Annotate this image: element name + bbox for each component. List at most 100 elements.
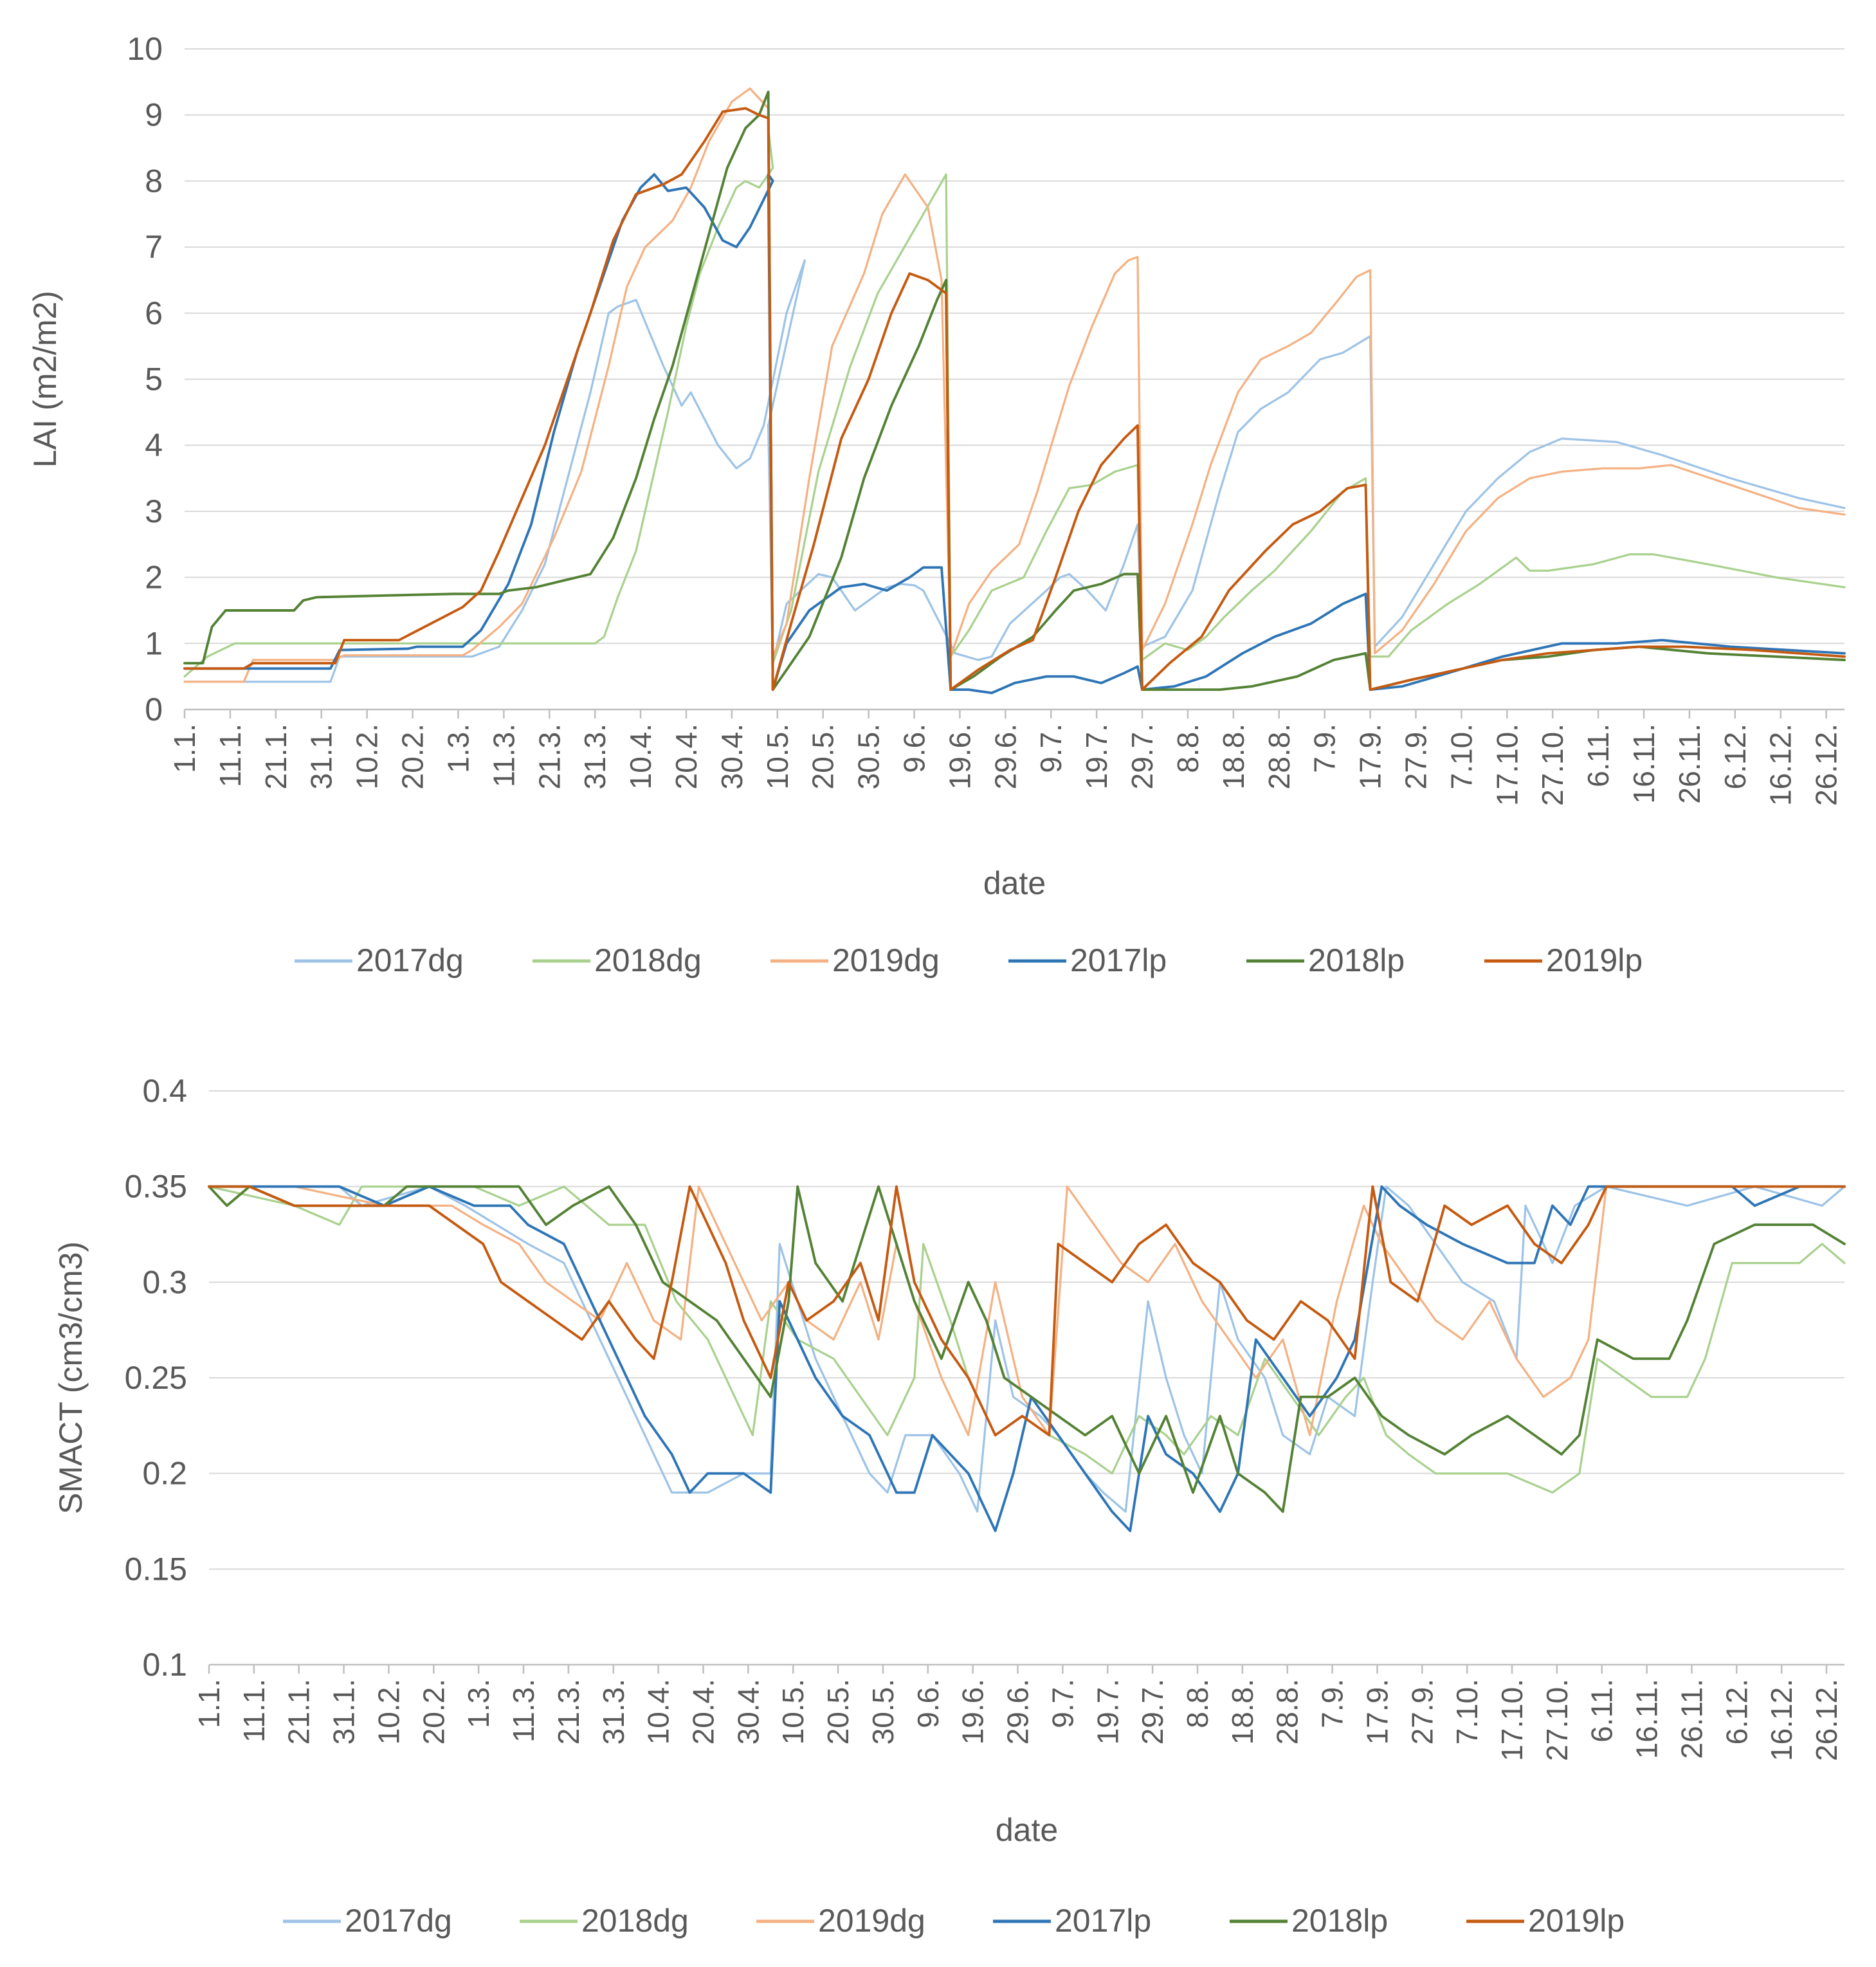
x-tick-label: 16.11.	[1630, 1679, 1664, 1759]
x-tick-label: 16.12.	[1765, 1679, 1798, 1761]
x-tick-label: 9.6.	[911, 1679, 945, 1728]
x-tick-label: 10.4.	[624, 724, 657, 789]
x-tick-label: 18.8.	[1226, 1679, 1259, 1744]
x-tick-label: 20.2.	[396, 724, 430, 789]
x-tick-label: 31.3.	[578, 724, 612, 789]
x-tick-label: 27.9.	[1399, 724, 1432, 789]
y-tick-label: 0.25	[125, 1360, 187, 1396]
series-line-2018lp	[183, 90, 1846, 691]
y-axis-title: LAI (m2/m2)	[27, 291, 63, 468]
x-tick-label: 29.7.	[1136, 1679, 1169, 1744]
x-tick-label: 20.5.	[821, 1679, 855, 1744]
y-tick-label: 6	[145, 295, 163, 331]
x-tick-label: 21.1.	[282, 1679, 316, 1744]
x-tick-label: 9.7.	[1046, 1679, 1079, 1728]
x-tick-label: 29.6.	[988, 724, 1022, 789]
legend-label-2018lp: 2018lp	[1291, 1903, 1388, 1939]
x-tick-label: 27.10.	[1536, 724, 1569, 806]
x-axis-title: date	[996, 1812, 1058, 1848]
x-tick-label: 30.4.	[731, 1679, 765, 1744]
x-tick-label: 29.6.	[1001, 1679, 1035, 1744]
x-tick-label: 31.1.	[327, 1679, 361, 1744]
y-tick-label: 0.2	[142, 1456, 187, 1492]
x-tick-label: 9.7.	[1034, 724, 1068, 773]
legend: 2017dg 2018dg 2019dg 2017lp 2018lp 2019lp	[283, 1903, 1625, 1939]
x-tick-label: 31.3.	[597, 1679, 630, 1744]
x-tick-label: 6.12.	[1720, 1679, 1753, 1744]
x-tick-label: 10.2.	[372, 1679, 405, 1744]
legend-label-2017dg: 2017dg	[356, 942, 464, 978]
x-tick-label: 6.11.	[1581, 724, 1615, 787]
x-tick-label: 19.6.	[943, 724, 976, 789]
x-tick-label: 11.3.	[487, 724, 520, 787]
x-tick-label: 7.10.	[1450, 1679, 1484, 1744]
x-tick-label: 1.1.	[192, 1679, 226, 1728]
chart-smact: 0.1 0.15 0.2 0.25 0.3 0.35 0.4 1.1. 11.1. 21.1. 31…	[53, 1073, 1846, 1939]
y-tick-label: 4	[145, 427, 163, 463]
x-tick-label: 26.12.	[1810, 1679, 1843, 1761]
x-tick-label: 17.9.	[1360, 1679, 1394, 1744]
series-line-2018lp	[208, 1185, 1846, 1514]
series-line-2019lp	[208, 1185, 1846, 1437]
x-tick-label: 30.5.	[866, 1679, 900, 1744]
x-tick-label: 6.11.	[1585, 1679, 1619, 1743]
legend: 2017dg 2018dg 2019dg 2017lp 2018lp 2019lp	[295, 942, 1643, 978]
series-line-2018dg	[208, 1185, 1846, 1494]
x-tick-label: 20.5.	[806, 724, 840, 789]
legend-label-2018dg: 2018dg	[581, 1903, 689, 1939]
x-tick-label: 10.5.	[776, 1679, 810, 1744]
y-tick-label: 8	[145, 163, 163, 199]
x-tick-label: 26.12.	[1810, 724, 1843, 806]
y-tick-label: 0.1	[142, 1647, 187, 1683]
legend-label-2019dg: 2019dg	[832, 942, 940, 978]
x-tick-label: 28.8.	[1271, 1679, 1304, 1744]
x-tick-label: 19.6.	[956, 1679, 990, 1744]
x-tick-label: 20.4.	[669, 724, 703, 789]
x-tick-label: 10.5.	[761, 724, 794, 789]
x-tick-label: 10.4.	[642, 1679, 675, 1744]
x-tick-label: 18.8.	[1217, 724, 1250, 789]
x-tick-label: 26.11.	[1675, 1679, 1708, 1759]
series-line-2019dg	[183, 87, 1846, 683]
y-tick-label: 5	[145, 361, 163, 398]
x-tick-label: 17.9.	[1354, 724, 1387, 789]
x-tick-label: 11.1.	[237, 1679, 271, 1743]
x-tick-label: 11.3.	[507, 1679, 540, 1743]
legend-label-2017lp: 2017lp	[1070, 942, 1167, 978]
x-tick-label: 1.3.	[441, 724, 475, 773]
x-tick-label: 9.6.	[898, 724, 931, 773]
y-tick-label: 9	[145, 97, 163, 133]
series-line-2019lp	[183, 107, 1846, 691]
y-tick-label: 7	[145, 229, 163, 265]
x-tick-label: 20.2.	[417, 1679, 450, 1744]
legend-label-2019lp: 2019lp	[1528, 1903, 1625, 1939]
x-tick-label: 19.7.	[1091, 1679, 1124, 1744]
x-tick-label: 27.10.	[1540, 1679, 1574, 1761]
x-tick-label: 17.10.	[1495, 1679, 1529, 1761]
x-tick-label: 21.1.	[259, 724, 293, 789]
x-tick-label: 8.8.	[1181, 1679, 1214, 1728]
x-tick-label: 30.5.	[852, 724, 886, 789]
y-tick-label: 0.4	[142, 1073, 187, 1109]
y-tick-label: 3	[145, 493, 163, 529]
x-tick-label: 16.12.	[1764, 724, 1798, 806]
legend-label-2017dg: 2017dg	[345, 1903, 452, 1939]
y-tick-label: 0.35	[125, 1169, 187, 1205]
x-tick-label: 30.4.	[715, 724, 749, 789]
x-tick-label: 27.9.	[1405, 1679, 1439, 1744]
x-tick-label: 26.11.	[1673, 724, 1706, 803]
x-tick-label: 20.4.	[686, 1679, 720, 1744]
series-group	[183, 87, 1846, 695]
series-line-2017lp	[208, 1185, 1846, 1532]
y-tick-label: 0.3	[142, 1264, 187, 1300]
x-tick-label: 7.9.	[1316, 1679, 1349, 1728]
x-tick-label: 7.9.	[1308, 724, 1342, 773]
series-group	[208, 1185, 1846, 1532]
legend-label-2018dg: 2018dg	[594, 942, 702, 978]
x-tick-label: 1.3.	[462, 1679, 495, 1728]
y-tick-label: 1	[145, 625, 163, 661]
x-tick-label: 29.7.	[1125, 724, 1159, 789]
x-tick-label: 19.7.	[1080, 724, 1113, 789]
